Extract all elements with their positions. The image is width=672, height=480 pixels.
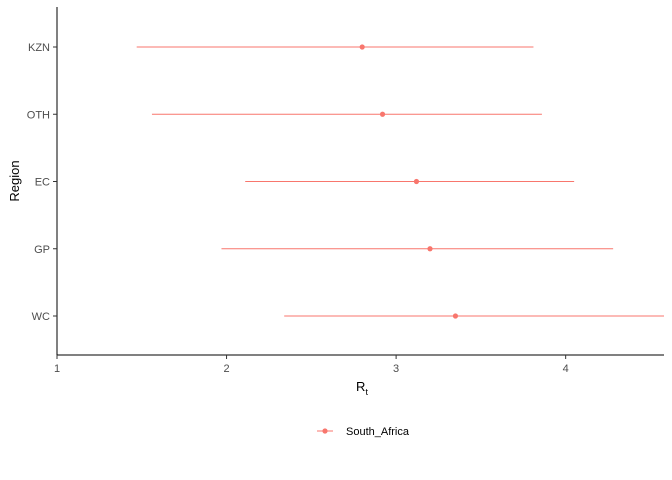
x-axis-title-main: R — [356, 379, 365, 394]
estimate-point-gp — [427, 246, 433, 252]
y-tick-label-oth: OTH — [27, 109, 50, 121]
y-axis-title: Region — [7, 160, 22, 201]
x-tick-label-2: 2 — [223, 363, 229, 375]
x-axis-ticks: 1 2 3 4 — [54, 355, 569, 375]
y-axis-ticks: KZN OTH EC GP WC — [27, 42, 57, 323]
y-tick-label-wc: WC — [32, 311, 50, 323]
plot-area — [136, 44, 664, 319]
x-axis-title-subscript: t — [365, 387, 368, 397]
x-tick-label-3: 3 — [393, 363, 399, 375]
x-tick-label-4: 4 — [563, 363, 569, 375]
y-tick-label-gp: GP — [34, 244, 50, 256]
x-tick-label-1: 1 — [54, 363, 60, 375]
legend-label: South_Africa — [346, 426, 410, 438]
estimate-point-wc — [452, 313, 459, 319]
estimate-point-kzn — [359, 44, 365, 50]
x-axis-title: Rt — [356, 379, 368, 397]
legend-key-dot — [322, 428, 328, 434]
y-tick-label-kzn: KZN — [28, 42, 50, 54]
y-tick-label-ec: EC — [35, 177, 50, 189]
legend: South_Africa — [317, 426, 410, 438]
estimate-point-oth — [379, 111, 386, 117]
estimate-point-ec — [413, 178, 420, 185]
